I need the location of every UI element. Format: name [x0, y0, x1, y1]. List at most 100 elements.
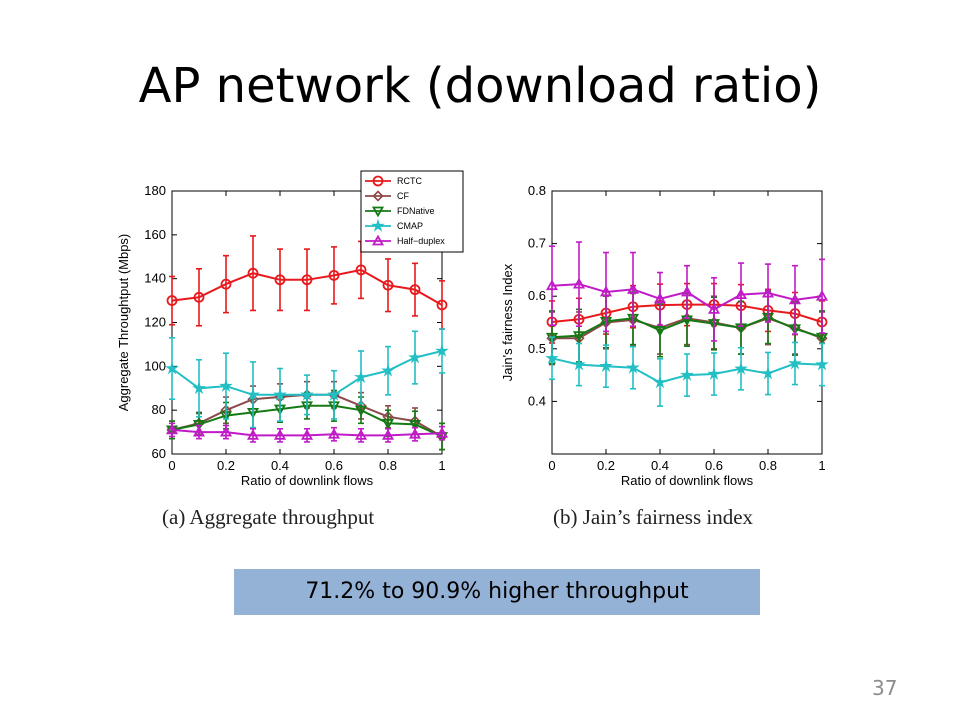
data-point — [382, 279, 394, 291]
data-point — [301, 274, 313, 286]
data-point — [761, 286, 775, 298]
data-point — [381, 363, 395, 377]
data-point — [219, 425, 233, 437]
data-point — [192, 425, 206, 437]
data-point — [626, 283, 640, 294]
x-tick-label: 0.6 — [705, 458, 723, 473]
data-point — [165, 423, 179, 435]
y-tick-label: 0.6 — [528, 288, 546, 303]
fairness-chart: 0 0.2 0.4 0.6 0.8 1 0.4 0.5 0.6 0.7 0.8 Ratio of do… — [500, 183, 829, 488]
slide-title: AP network (download ratio) — [138, 58, 822, 114]
legend-entry: RCTC — [397, 176, 422, 186]
legend-entry: CF — [397, 191, 409, 201]
legend-marker — [372, 190, 384, 202]
y-tick-label: 160 — [144, 227, 166, 242]
data-point — [381, 429, 395, 440]
data-point — [572, 331, 586, 342]
data-point — [327, 427, 341, 439]
data-point — [408, 427, 422, 439]
legend-entry: FDNative — [397, 206, 435, 216]
x-tick-label: 1 — [818, 458, 825, 473]
data-point — [707, 366, 721, 380]
data-point — [300, 429, 314, 440]
series-line — [551, 283, 823, 311]
data-point — [572, 357, 586, 371]
x-tick-label: 1 — [438, 458, 445, 473]
data-point — [408, 420, 422, 431]
y-tick-label: 140 — [144, 271, 166, 286]
y-tick-label: 120 — [144, 315, 166, 330]
highlight-banner: 71.2% to 90.9% higher throughput — [234, 569, 760, 615]
series-line — [551, 316, 823, 339]
data-point — [599, 285, 613, 297]
data-point — [788, 356, 802, 370]
data-point — [572, 277, 586, 289]
x-tick-label: 0.2 — [217, 458, 235, 473]
x-tick-label: 0.6 — [325, 458, 343, 473]
legend-marker — [371, 206, 385, 218]
data-point — [165, 361, 179, 375]
legend-marker — [371, 218, 385, 232]
chart-b-caption: (b) Jain’s fairness index — [553, 505, 754, 529]
data-point — [734, 288, 748, 300]
data-point — [219, 378, 233, 392]
data-point — [220, 278, 232, 290]
data-point — [653, 375, 667, 389]
legend-marker — [371, 234, 385, 246]
x-tick-label: 0.8 — [379, 458, 397, 473]
data-point — [707, 303, 721, 314]
data-point — [599, 359, 613, 372]
data-point — [653, 292, 667, 304]
data-point — [409, 284, 421, 296]
data-point — [734, 361, 748, 375]
data-point — [193, 291, 205, 303]
series-rctc — [166, 235, 448, 330]
x-tick-label: 0 — [548, 458, 555, 473]
data-point — [273, 387, 287, 401]
data-point — [300, 387, 314, 401]
data-point — [435, 343, 449, 357]
series-halfduplex — [545, 241, 829, 342]
series-line — [171, 268, 443, 306]
data-point — [327, 387, 341, 401]
series-cmap — [545, 336, 829, 407]
y-tick-label: 180 — [144, 183, 166, 198]
x-tick-label: 0.2 — [597, 458, 615, 473]
y-tick-label: 0.8 — [528, 183, 546, 198]
data-point — [328, 269, 340, 281]
data-point — [354, 405, 368, 417]
y-tick-label: 100 — [144, 358, 166, 373]
data-point — [246, 387, 260, 401]
data-point — [815, 289, 829, 301]
data-point — [545, 279, 559, 291]
y-tick-label: 0.5 — [528, 341, 546, 356]
y-axis-label: Aggregate Throughtput (Mbps) — [116, 234, 131, 412]
x-axis-label: Ratio of downlink flows — [621, 473, 754, 488]
data-point — [761, 366, 775, 380]
y-axis-label: Jain's fairness Index — [500, 263, 515, 381]
data-point — [545, 351, 559, 365]
data-point — [274, 274, 286, 286]
data-point — [680, 285, 694, 297]
data-point — [408, 350, 422, 364]
legend-entry: CMAP — [397, 221, 423, 231]
data-point — [815, 357, 829, 371]
x-tick-label: 0.4 — [271, 458, 289, 473]
data-point — [355, 264, 367, 276]
series-halfduplex — [165, 422, 449, 443]
y-tick-label: 80 — [152, 402, 166, 417]
y-tick-label: 0.4 — [528, 393, 546, 408]
data-point — [246, 429, 260, 440]
series-line — [171, 428, 443, 437]
x-tick-label: 0 — [168, 458, 175, 473]
data-point — [247, 267, 259, 279]
data-point — [354, 429, 368, 440]
data-point — [626, 360, 640, 374]
chart-a-caption: (a) Aggregate throughput — [162, 505, 375, 529]
x-axis-label: Ratio of downlink flows — [241, 473, 374, 488]
series-cmap — [165, 328, 449, 429]
y-tick-label: 60 — [152, 446, 166, 461]
data-point — [381, 418, 395, 430]
page-number: 37 — [872, 676, 898, 700]
